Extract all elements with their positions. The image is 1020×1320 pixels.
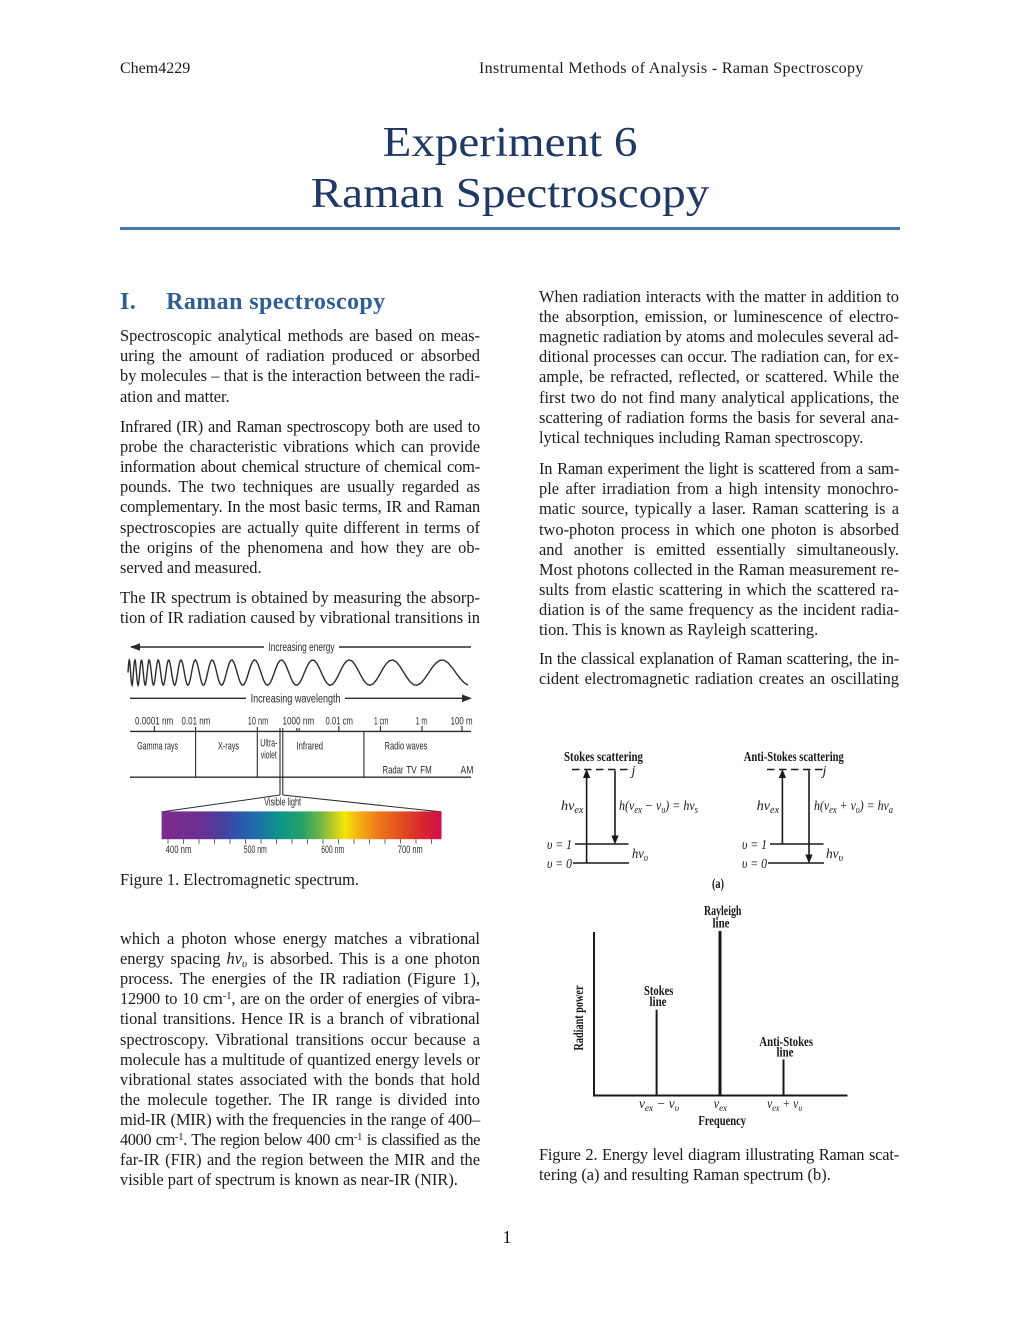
svg-text:line: line	[650, 994, 667, 1009]
svg-text:0.01 nm: 0.01 nm	[182, 716, 211, 728]
svg-text:h(νex + νυ) = hνa: h(νex + νυ) = hνa	[814, 799, 893, 816]
svg-text:1 cm: 1 cm	[374, 716, 388, 728]
svg-text:Stokes: Stokes	[644, 983, 673, 998]
svg-text:Anti-Stokes scattering: Anti-Stokes scattering	[744, 750, 844, 765]
svg-text:violet: violet	[261, 750, 277, 762]
svg-text:h(νex − νυ) = hνs: h(νex − νυ) = hνs	[619, 799, 698, 816]
svg-text:0.0001 nm: 0.0001 nm	[135, 716, 173, 728]
svg-text:0.01 cm: 0.01 cm	[326, 716, 353, 728]
svg-text:hνex: hνex	[757, 799, 780, 816]
svg-text:10 nm: 10 nm	[248, 716, 268, 728]
svg-text:400 nm: 400 nm	[166, 844, 192, 856]
svg-text:600 nm: 600 nm	[321, 844, 344, 856]
svg-text:νex + νυ: νex + νυ	[767, 1096, 803, 1114]
svg-text:νex: νex	[714, 1096, 728, 1114]
svg-text:Stokes scattering: Stokes scattering	[564, 750, 643, 765]
svg-text:Rayleigh: Rayleigh	[704, 903, 742, 918]
svg-text:Frequency: Frequency	[698, 1113, 746, 1128]
svg-text:Gamma rays: Gamma rays	[137, 741, 178, 753]
svg-text:1000 nm: 1000 nm	[282, 716, 314, 728]
svg-text:j: j	[821, 764, 827, 779]
svg-text:AM: AM	[461, 765, 474, 777]
svg-text:1 m: 1 m	[416, 716, 427, 728]
svg-text:Anti-Stokes: Anti-Stokes	[759, 1034, 813, 1049]
svg-text:υ = 0: υ = 0	[742, 857, 767, 872]
svg-text:Radiant power: Radiant power	[571, 986, 586, 1051]
svg-text:line: line	[777, 1044, 794, 1059]
svg-text:Ultra-: Ultra-	[260, 738, 277, 750]
svg-text:hνυ: hνυ	[632, 847, 648, 864]
svg-text:υ = 0: υ = 0	[547, 857, 572, 872]
svg-text:hνυ: hνυ	[826, 847, 843, 864]
svg-text:500 nm: 500 nm	[244, 844, 267, 856]
svg-text:υ = 1: υ = 1	[742, 838, 767, 853]
svg-text:X-rays: X-rays	[218, 741, 239, 753]
svg-text:FM: FM	[420, 765, 432, 777]
svg-text:TV: TV	[406, 765, 417, 777]
svg-text:100 m: 100 m	[451, 716, 473, 728]
svg-text:Infrared: Infrared	[297, 741, 324, 753]
svg-text:νex − νυ: νex − νυ	[639, 1096, 680, 1114]
svg-text:700 nm: 700 nm	[398, 844, 423, 856]
svg-text:Radio waves: Radio waves	[385, 741, 428, 753]
svg-text:Increasing energy: Increasing energy	[269, 642, 335, 654]
svg-text:υ = 1: υ = 1	[547, 838, 572, 853]
svg-text:Radar: Radar	[383, 765, 404, 777]
svg-text:line: line	[713, 916, 730, 931]
svg-text:j: j	[630, 764, 636, 779]
svg-text:Increasing wavelength: Increasing wavelength	[251, 693, 341, 705]
svg-text:(a): (a)	[712, 877, 724, 892]
svg-text:Visible light: Visible light	[264, 797, 301, 809]
svg-text:hνex: hνex	[561, 799, 584, 816]
